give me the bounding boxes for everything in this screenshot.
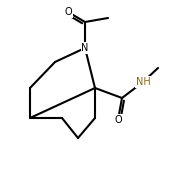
Text: O: O — [64, 7, 72, 17]
Text: O: O — [114, 115, 122, 125]
Text: N: N — [81, 43, 89, 53]
Text: NH: NH — [136, 77, 150, 87]
